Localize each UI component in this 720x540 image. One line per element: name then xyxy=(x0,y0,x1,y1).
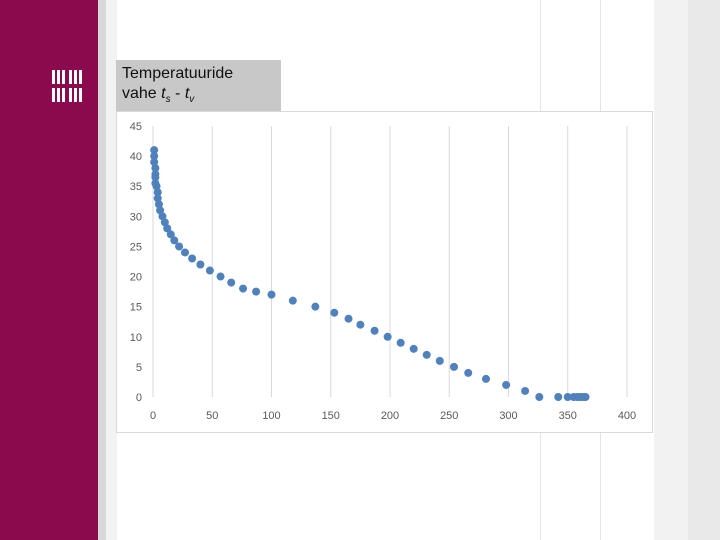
axis-label-box: Temperatuuride vahe ts - tv xyxy=(116,60,281,112)
data-point xyxy=(330,308,339,317)
data-point xyxy=(158,212,167,221)
data-point xyxy=(227,278,236,287)
data-point xyxy=(563,393,572,401)
data-point xyxy=(502,380,511,389)
data-point xyxy=(435,356,444,365)
x-tick-label: 250 xyxy=(440,410,458,422)
subscript-s: s xyxy=(165,94,171,106)
y-tick-label: 10 xyxy=(130,332,142,344)
label-separator: - xyxy=(170,85,185,102)
data-point xyxy=(267,290,276,299)
x-tick-label: 350 xyxy=(559,410,577,422)
x-tick-label: 0 xyxy=(150,410,156,422)
data-point xyxy=(535,393,544,401)
data-point xyxy=(180,248,189,257)
data-point xyxy=(521,386,530,395)
data-point xyxy=(153,194,162,203)
y-tick-label: 35 xyxy=(130,181,142,193)
data-point xyxy=(205,266,214,275)
gridlines xyxy=(152,126,628,397)
data-point xyxy=(163,224,172,233)
y-tick-label: 40 xyxy=(130,151,142,163)
y-tick-label: 45 xyxy=(130,121,142,133)
data-point xyxy=(554,393,563,401)
data-point xyxy=(175,242,184,251)
sidebar xyxy=(0,0,98,540)
y-tick-label: 5 xyxy=(136,362,142,374)
label-prefix: vahe xyxy=(122,85,162,102)
data-point xyxy=(409,344,418,353)
y-tick-label: 0 xyxy=(136,392,142,404)
data-point xyxy=(188,254,197,263)
data-point xyxy=(150,146,159,155)
data-point xyxy=(160,218,169,227)
label-line-2: vahe ts - tv xyxy=(122,84,275,110)
chart-frame: 0 50 100 150 200 250 300 350 400 0 5 10 15 20 25 30 35 4… xyxy=(116,111,653,433)
x-tick-labels: 0 50 100 150 200 250 300 350 400 xyxy=(150,410,636,422)
data-point xyxy=(151,164,160,173)
university-logo-icon xyxy=(52,70,82,102)
data-point xyxy=(150,152,159,161)
right-panel xyxy=(688,0,720,540)
sidebar-edge xyxy=(98,0,106,540)
y-tick-label: 15 xyxy=(130,302,142,314)
x-tick-label: 300 xyxy=(499,410,517,422)
variable-ts: t xyxy=(161,85,166,102)
x-tick-label: 50 xyxy=(206,410,218,422)
data-point xyxy=(216,272,225,281)
subscript-v: v xyxy=(189,94,195,106)
y-tick-label: 25 xyxy=(130,241,142,253)
data-point xyxy=(370,326,379,335)
data-point xyxy=(156,206,165,215)
data-point xyxy=(150,158,159,167)
data-point xyxy=(196,260,205,269)
y-tick-label: 30 xyxy=(130,211,142,223)
x-tick-label: 100 xyxy=(262,410,280,422)
data-point xyxy=(154,200,163,209)
data-point xyxy=(422,350,431,359)
data-point xyxy=(288,296,297,305)
data-point xyxy=(151,173,160,182)
x-tick-label: 200 xyxy=(381,410,399,422)
variable-tv: t xyxy=(184,85,190,102)
data-point xyxy=(464,368,473,377)
data-point xyxy=(581,393,590,401)
data-point xyxy=(383,332,392,341)
data-point xyxy=(356,320,365,329)
data-point xyxy=(153,188,162,197)
data-point xyxy=(166,230,175,239)
data-point xyxy=(239,284,248,293)
data-point xyxy=(170,236,179,245)
data-point xyxy=(396,338,405,347)
data-point xyxy=(481,374,490,383)
data-points xyxy=(150,146,590,401)
data-point xyxy=(311,302,320,311)
data-point xyxy=(449,362,458,371)
y-tick-labels: 0 5 10 15 20 25 30 35 40 45 xyxy=(130,121,142,404)
x-tick-label: 400 xyxy=(618,410,636,422)
x-tick-label: 150 xyxy=(322,410,340,422)
data-point xyxy=(252,287,261,296)
y-tick-label: 20 xyxy=(130,272,142,284)
data-point xyxy=(152,182,161,191)
label-line-1: Temperatuuride xyxy=(122,65,234,82)
scatter-chart: 0 50 100 150 200 250 300 350 400 0 5 10 15 20 25 30 35 4… xyxy=(130,121,636,422)
data-point xyxy=(344,314,353,323)
